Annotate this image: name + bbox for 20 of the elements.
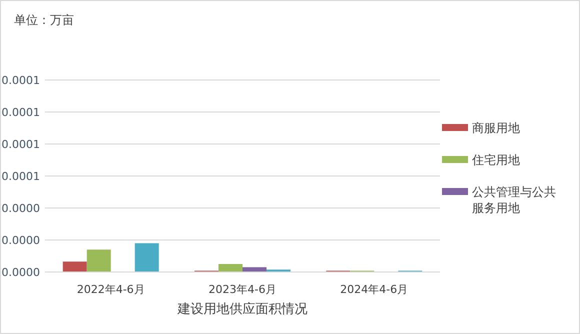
x-axis-title: 建设用地供应面积情况 [176, 301, 308, 317]
y-tick-label: 0.0001 [2, 138, 40, 151]
y-tick-label: 0.0001 [2, 106, 40, 119]
x-tick-label: 2024年4-6月 [340, 283, 408, 296]
y-tick-label: 0.0000 [2, 202, 40, 215]
y-tick-label: 0.0001 [2, 170, 40, 183]
legend-label: 住宅用地 [471, 153, 520, 167]
legend-label: 公共管理与公共服务用地 [472, 185, 556, 215]
bar [86, 250, 111, 272]
legend-label: 商服用地 [472, 121, 520, 135]
text: 单位：万亩 [14, 13, 74, 27]
x-tick-label: 2023年4-6月 [208, 283, 276, 296]
y-tick-label: 0.0000 [2, 234, 40, 247]
x-tick-label: 2022年4-6月 [76, 283, 145, 296]
y-tick-label: 0.0001 [2, 74, 40, 87]
y-tick-label: 0.0000 [2, 266, 40, 279]
bar [242, 267, 266, 272]
bar [62, 262, 87, 272]
bar [218, 264, 242, 272]
bar [134, 243, 159, 272]
